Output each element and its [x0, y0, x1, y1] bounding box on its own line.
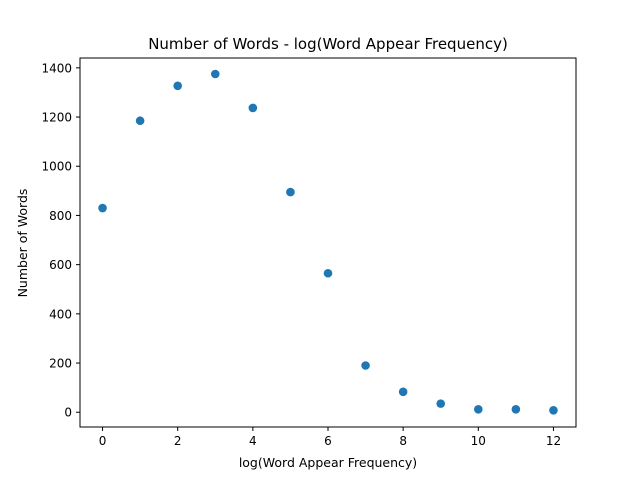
x-tick-label: 8: [399, 434, 407, 448]
y-tick-label: 1400: [41, 61, 72, 75]
x-axis-ticks: 0 2 4 6 8 10 12: [99, 427, 561, 448]
data-point: [323, 268, 333, 278]
y-tick-label: 0: [64, 406, 72, 420]
data-point: [549, 405, 558, 415]
data-point: [474, 404, 483, 414]
x-tick-label: 6: [324, 434, 332, 448]
y-tick-label: 200: [49, 357, 72, 371]
plot-frame: [79, 57, 577, 428]
y-tick-label: 1000: [41, 160, 72, 174]
data-point: [361, 361, 370, 370]
y-axis-ticks: 0 200 400 600 800 1000 1200 1400: [41, 61, 80, 420]
y-tick-label: 800: [49, 209, 72, 223]
data-point: [98, 203, 107, 213]
y-tick-label: 400: [49, 307, 72, 321]
data-point: [398, 387, 408, 397]
data-point: [173, 81, 182, 91]
data-point: [210, 69, 220, 79]
x-tick-label: 0: [99, 434, 107, 448]
data-point: [135, 116, 145, 126]
x-tick-label: 2: [174, 434, 182, 448]
x-tick-label: 4: [249, 434, 257, 448]
y-tick-label: 1200: [41, 111, 72, 125]
y-tick-label: 600: [49, 258, 72, 272]
data-point: [511, 404, 521, 414]
x-tick-label: 12: [546, 434, 561, 448]
chart-title: Number of Words - log(Word Appear Freque…: [148, 35, 508, 53]
data-point: [436, 399, 446, 408]
data-points: [98, 69, 558, 415]
data-point: [286, 187, 295, 197]
x-tick-label: 10: [471, 434, 486, 448]
data-point: [248, 103, 258, 113]
y-axis-label: Number of Words: [15, 189, 30, 298]
x-axis-label: log(Word Appear Frequency): [239, 455, 417, 470]
